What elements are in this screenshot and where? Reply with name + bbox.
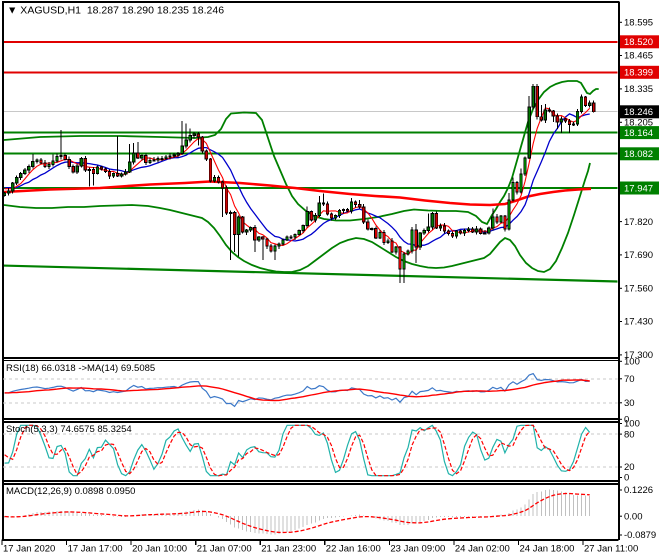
svg-text:18.595: 18.595 — [624, 18, 653, 29]
svg-text:30: 30 — [624, 398, 635, 409]
svg-text:0.1226: 0.1226 — [624, 485, 653, 496]
svg-text:-0.0879: -0.0879 — [624, 530, 656, 541]
svg-text:18.335: 18.335 — [624, 84, 653, 95]
svg-text:18.205: 18.205 — [624, 118, 653, 129]
svg-text:17.690: 17.690 — [624, 250, 653, 261]
svg-text:17.560: 17.560 — [624, 284, 653, 295]
svg-text:18.164: 18.164 — [624, 128, 653, 139]
svg-text:23 Jan 09:00: 23 Jan 09:00 — [390, 544, 445, 555]
svg-text:18.399: 18.399 — [624, 68, 653, 79]
svg-text:0: 0 — [624, 415, 629, 426]
svg-text:24 Jan 18:00: 24 Jan 18:00 — [520, 544, 575, 555]
svg-text:100: 100 — [624, 357, 640, 368]
svg-text:18.520: 18.520 — [624, 37, 653, 48]
svg-text:24 Jan 02:00: 24 Jan 02:00 — [455, 544, 510, 555]
svg-text:▼ XAGUSD,H1 18.287 18.290 18.: ▼ XAGUSD,H1 18.287 18.290 18.235 18.246 — [7, 5, 224, 17]
svg-text:17 Jan 17:00: 17 Jan 17:00 — [68, 544, 123, 555]
svg-text:0: 0 — [624, 473, 629, 484]
svg-text:18.465: 18.465 — [624, 51, 653, 62]
svg-text:17 Jan 2020: 17 Jan 2020 — [3, 544, 55, 555]
svg-text:17.947: 17.947 — [624, 183, 653, 194]
svg-text:18.082: 18.082 — [624, 149, 653, 160]
svg-text:17.820: 17.820 — [624, 217, 653, 228]
svg-text:20 Jan 10:00: 20 Jan 10:00 — [132, 544, 187, 555]
svg-text:MACD(12,26,9) 0.0898 0.0950: MACD(12,26,9) 0.0898 0.0950 — [6, 486, 135, 497]
svg-text:Stoch(5,3,3) 74.6575 85.3254: Stoch(5,3,3) 74.6575 85.3254 — [6, 424, 132, 435]
svg-text:20: 20 — [624, 462, 635, 473]
svg-text:22 Jan 16:00: 22 Jan 16:00 — [326, 544, 381, 555]
svg-text:17.430: 17.430 — [624, 317, 653, 328]
svg-text:80: 80 — [624, 429, 635, 440]
svg-text:RSI(18) 66.0318 ->MA(14) 69.5: RSI(18) 66.0318 ->MA(14) 69.5085 — [6, 363, 155, 374]
svg-text:27 Jan 11:00: 27 Jan 11:00 — [584, 544, 638, 555]
svg-text:0.00: 0.00 — [624, 511, 643, 522]
svg-text:21 Jan 23:00: 21 Jan 23:00 — [261, 544, 316, 555]
svg-text:21 Jan 07:00: 21 Jan 07:00 — [197, 544, 252, 555]
svg-text:17.300: 17.300 — [624, 350, 653, 361]
svg-text:70: 70 — [624, 374, 635, 385]
svg-text:18.246: 18.246 — [624, 107, 653, 118]
svg-text:100: 100 — [624, 419, 640, 430]
